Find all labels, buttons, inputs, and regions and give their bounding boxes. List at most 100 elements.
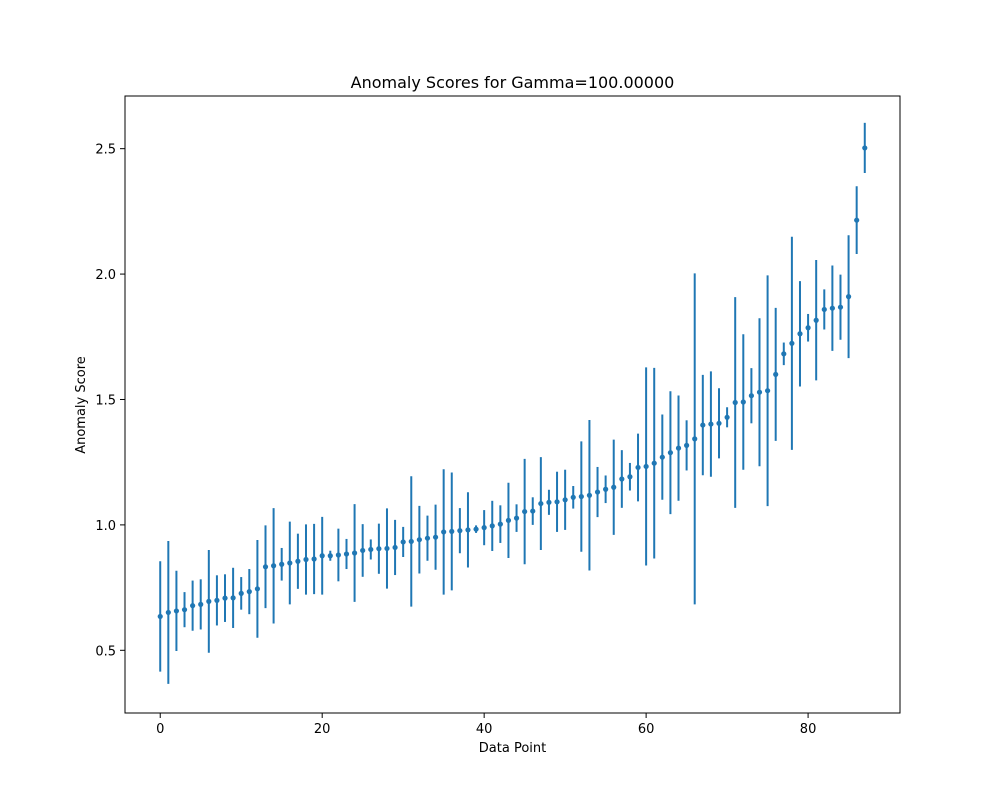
data-point xyxy=(319,553,325,559)
data-point xyxy=(586,492,593,498)
x-tick-label: 0 xyxy=(156,722,164,737)
y-tick-label: 2.0 xyxy=(95,268,116,283)
data-point xyxy=(813,317,819,323)
data-point xyxy=(457,528,463,534)
x-tick-label: 40 xyxy=(476,722,493,737)
data-point xyxy=(165,609,171,616)
data-point xyxy=(862,145,868,151)
plot-area xyxy=(157,122,868,684)
data-point xyxy=(619,476,625,482)
data-point xyxy=(473,526,479,532)
y-axis-label: Anomaly Score xyxy=(74,356,89,454)
data-point xyxy=(603,486,609,492)
data-point xyxy=(797,331,803,337)
data-point xyxy=(384,545,390,552)
data-point xyxy=(513,515,520,521)
data-point xyxy=(732,399,738,406)
data-point xyxy=(805,325,811,331)
data-point xyxy=(651,460,657,466)
data-point xyxy=(173,608,180,614)
data-point xyxy=(821,306,827,313)
data-point xyxy=(627,474,633,480)
data-point xyxy=(465,527,471,533)
x-tick-label: 60 xyxy=(638,722,655,737)
data-point xyxy=(424,535,431,541)
data-point xyxy=(829,305,835,311)
data-point xyxy=(303,556,309,563)
data-point xyxy=(489,523,495,529)
data-point xyxy=(327,553,333,559)
data-point xyxy=(635,464,641,471)
data-point xyxy=(311,556,317,562)
data-point xyxy=(400,539,406,545)
data-point xyxy=(351,550,358,556)
data-point xyxy=(845,294,852,300)
data-point xyxy=(700,422,706,428)
y-tick-label: 2.5 xyxy=(95,143,116,158)
chart-title: Anomaly Scores for Gamma=100.00000 xyxy=(351,73,675,92)
x-tick-label: 80 xyxy=(800,722,817,737)
data-point xyxy=(254,586,261,592)
data-point xyxy=(764,388,771,394)
data-point xyxy=(740,399,746,405)
data-point xyxy=(554,499,560,505)
data-point xyxy=(578,493,584,500)
data-point xyxy=(684,442,690,448)
data-point xyxy=(246,589,252,595)
y-tick-label: 0.5 xyxy=(95,644,116,659)
data-point xyxy=(789,340,795,346)
data-point xyxy=(748,393,754,399)
data-point xyxy=(724,414,730,420)
data-point xyxy=(675,445,682,451)
data-point xyxy=(343,551,350,557)
data-point xyxy=(295,558,301,564)
data-point xyxy=(271,563,277,569)
y-tick-label: 1.5 xyxy=(95,393,116,408)
data-point xyxy=(611,484,617,490)
data-point xyxy=(522,508,528,515)
data-point xyxy=(505,517,512,523)
data-point xyxy=(262,564,269,570)
data-point xyxy=(773,371,779,378)
data-point xyxy=(198,601,204,607)
data-point xyxy=(708,421,714,427)
data-point xyxy=(222,595,228,601)
data-point xyxy=(781,351,787,357)
data-point xyxy=(756,389,763,395)
axes-frame xyxy=(124,95,901,714)
data-point xyxy=(376,546,382,552)
data-point xyxy=(416,537,422,543)
data-point xyxy=(530,508,536,514)
data-point xyxy=(230,595,236,601)
data-point xyxy=(716,420,722,426)
data-point xyxy=(538,500,544,507)
data-point xyxy=(368,546,374,553)
data-point xyxy=(181,607,188,613)
y-tick-label: 1.0 xyxy=(95,519,116,534)
data-point xyxy=(497,521,503,527)
x-axis-label: Data Point xyxy=(479,741,546,756)
data-point xyxy=(659,454,665,460)
data-point xyxy=(279,561,285,567)
data-point xyxy=(837,304,844,310)
data-point xyxy=(238,590,244,596)
data-point xyxy=(854,217,860,223)
data-point xyxy=(481,525,487,531)
data-point xyxy=(441,529,447,535)
x-tick-label: 20 xyxy=(314,722,331,737)
data-point xyxy=(190,603,196,609)
data-point xyxy=(214,597,220,603)
data-point xyxy=(408,538,414,545)
data-point xyxy=(157,613,163,620)
data-point xyxy=(335,552,341,558)
data-point xyxy=(432,534,439,540)
data-point xyxy=(360,547,366,554)
data-point xyxy=(449,528,455,535)
data-point xyxy=(546,499,552,505)
data-point xyxy=(392,544,398,551)
data-point xyxy=(643,463,649,470)
data-point xyxy=(667,450,674,456)
data-point xyxy=(594,489,601,495)
